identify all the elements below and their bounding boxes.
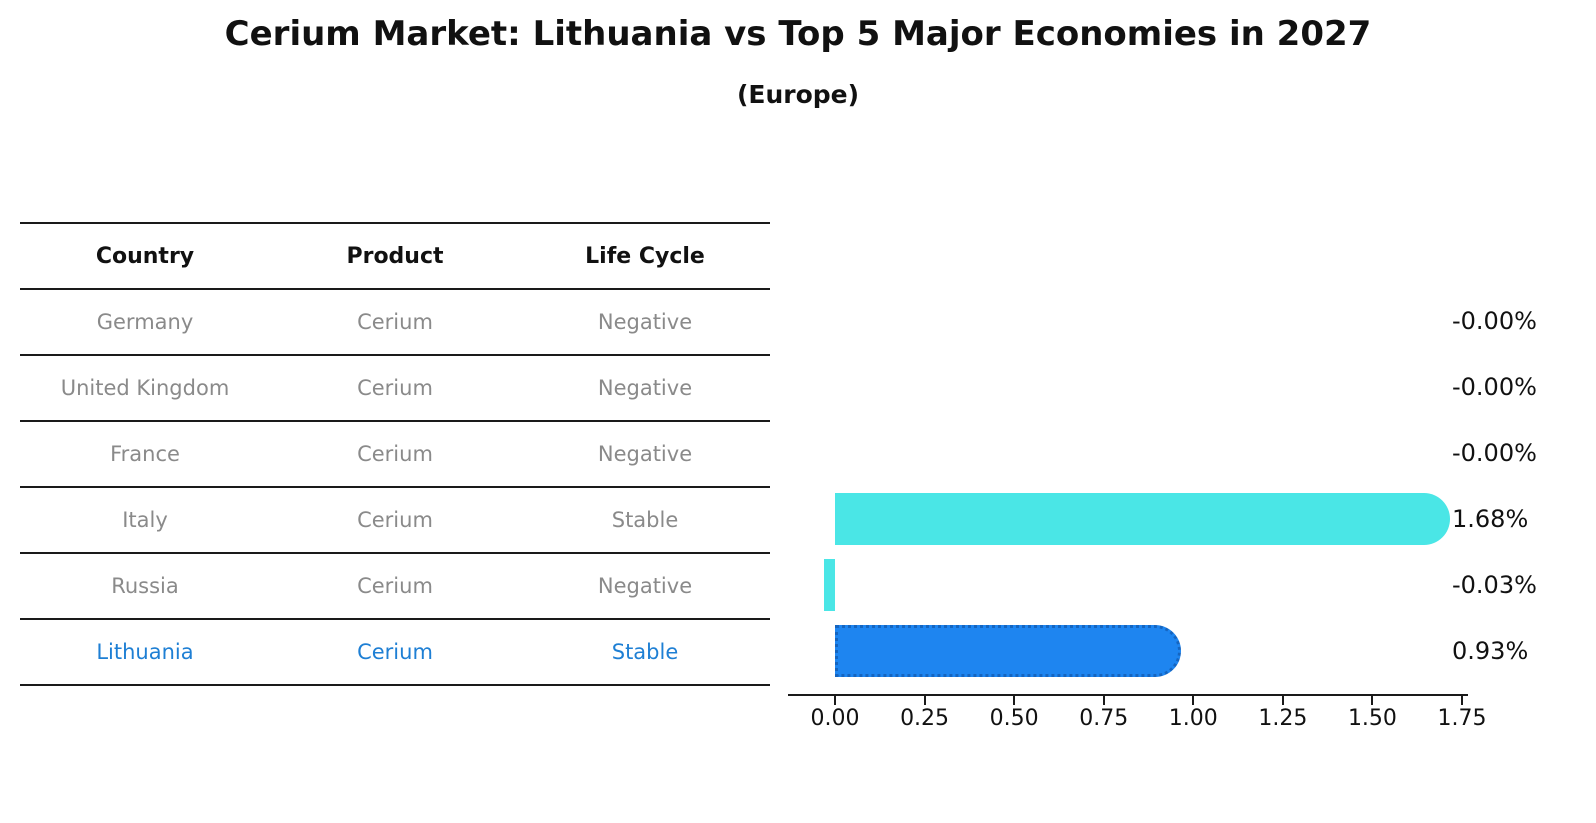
x-axis-tick-label: 0.25 (900, 706, 950, 731)
header-cell-life-cycle: Life Cycle (585, 243, 705, 269)
x-axis-tick (1102, 696, 1105, 705)
cell-life-cycle: Negative (597, 574, 693, 598)
page-subtitle: (Europe) (736, 80, 860, 109)
cell-life-cycle: Negative (597, 376, 693, 400)
header-cell-country: Country (95, 243, 195, 269)
x-axis-tick-label: 1.25 (1258, 706, 1308, 731)
x-axis-tick (1371, 696, 1374, 705)
x-axis-tick-label: 1.00 (1168, 706, 1218, 731)
table-row: United Kingdom Cerium Negative (20, 354, 770, 420)
cell-country: Russia (111, 574, 179, 598)
table-row: France Cerium Negative (20, 420, 770, 486)
x-axis-tick-label: 0.00 (810, 706, 860, 731)
cell-country: Lithuania (96, 640, 194, 664)
bar-value-label: -0.00% (1452, 307, 1537, 335)
table-row: Italy Cerium Stable (20, 486, 770, 552)
cell-country: Italy (122, 508, 168, 532)
x-axis-tick-label: 0.50 (989, 706, 1039, 731)
table-row: Russia Cerium Negative (20, 552, 770, 618)
cell-country: France (110, 442, 180, 466)
x-axis-spine (788, 694, 1468, 696)
cell-product: Cerium (357, 508, 433, 532)
cell-product: Cerium (357, 640, 433, 664)
cell-country: United Kingdom (60, 376, 230, 400)
cell-country: Germany (96, 310, 194, 334)
cell-product: Cerium (357, 376, 433, 400)
table-header-row: Country Product Life Cycle (20, 222, 770, 288)
bar-russia (824, 559, 835, 611)
cell-life-cycle: Stable (611, 640, 679, 664)
bar-value-label: -0.00% (1452, 373, 1537, 401)
x-axis-tick (1013, 696, 1016, 705)
cell-life-cycle: Negative (597, 442, 693, 466)
cell-product: Cerium (357, 442, 433, 466)
x-axis-tick (1192, 696, 1195, 705)
cell-product: Cerium (357, 310, 433, 334)
bar-lithuania (835, 625, 1182, 677)
table-row-highlighted: Lithuania Cerium Stable (20, 618, 770, 684)
cell-life-cycle: Stable (611, 508, 679, 532)
x-axis-tick (1461, 696, 1464, 705)
bar-value-label: -0.00% (1452, 439, 1537, 467)
bar-value-label: -0.03% (1452, 571, 1537, 599)
x-axis-tick-label: 1.50 (1347, 706, 1397, 731)
x-axis-tick-label: 1.75 (1437, 706, 1487, 731)
x-axis-tick-label: 0.75 (1079, 706, 1129, 731)
data-table: Country Product Life Cycle Germany Ceriu… (20, 222, 770, 686)
cell-product: Cerium (357, 574, 433, 598)
x-axis-tick (834, 696, 836, 705)
x-axis-tick (1281, 696, 1284, 705)
page-title: Cerium Market: Lithuania vs Top 5 Major … (224, 14, 1372, 54)
header-cell-product: Product (346, 243, 444, 269)
table-row: Germany Cerium Negative (20, 288, 770, 354)
bar-italy (835, 493, 1450, 545)
x-axis-tick (923, 696, 926, 705)
bar-value-label: 0.93% (1452, 637, 1529, 665)
cell-life-cycle: Negative (597, 310, 693, 334)
bar-value-label: 1.68% (1452, 505, 1529, 533)
